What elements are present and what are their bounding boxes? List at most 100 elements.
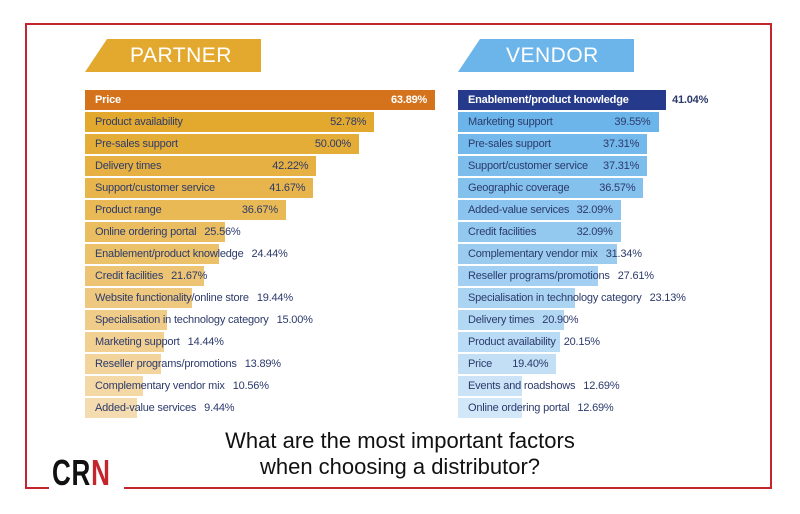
partner-bar-label: Price (95, 94, 121, 106)
vendor-banner-shape (458, 39, 634, 72)
partner-bar-value: 15.00% (276, 314, 313, 326)
partner-bar-value: 42.22% (272, 160, 309, 172)
partner-bar-label: Product availability (95, 116, 183, 128)
partner-bar-label: Support/customer service (95, 182, 215, 194)
vendor-bar (458, 376, 523, 396)
partner-bar-label: Product range (95, 204, 162, 216)
vendor-bar-label: Online ordering portal (468, 402, 570, 414)
vendor-bar (458, 134, 648, 154)
vendor-bar-label: Events and roadshows (468, 380, 576, 392)
vendor-bar-label: Support/customer service (468, 160, 588, 172)
vendor-bar (458, 398, 523, 418)
vendor-bar (458, 354, 557, 374)
vendor-bar-value: 20.15% (563, 336, 600, 348)
partner-banner-title: PARTNER (130, 44, 232, 67)
vendor-bar-value: 27.61% (617, 270, 654, 282)
partner-bar-label: Marketing support (95, 336, 180, 348)
vendor-bar-value: 31.34% (605, 248, 642, 260)
partner-bar (85, 266, 204, 286)
partner-bar (85, 112, 375, 132)
partner-bar-value: 24.44% (251, 248, 288, 260)
partner-bar (85, 90, 436, 110)
partner-bar (85, 200, 286, 220)
vendor-bar-value: 37.31% (603, 138, 640, 150)
partner-bar (85, 134, 359, 154)
partner-bar-label: Specialisation in technology category (95, 314, 269, 326)
partner-bar-label: Reseller programs/promotions (95, 358, 237, 370)
partner-bar (85, 156, 317, 176)
partner-bar-value: 19.44% (256, 292, 293, 304)
vendor-bar (458, 244, 617, 264)
vendor-bar-value: 12.69% (583, 380, 620, 392)
partner-bar-value: 14.44% (187, 336, 224, 348)
logo-letter-r: R (71, 452, 91, 493)
vendor-bar-label: Price (468, 358, 493, 370)
partner-bar-value: 41.67% (269, 182, 306, 194)
vendor-bar-value: 12.69% (577, 402, 614, 414)
vendor-banner: VENDOR (458, 39, 634, 72)
partner-bar-value: 9.44% (204, 402, 235, 414)
vendor-bar-label: Geographic coverage (468, 182, 570, 194)
partner-bar-value: 10.56% (232, 380, 269, 392)
vendor-bar-label: Credit facilities (468, 226, 537, 238)
vendor-bar-value: 20.90% (542, 314, 579, 326)
vendor-bar-label: Product availability (468, 336, 556, 348)
vendor-bar-value: 19.40% (512, 358, 549, 370)
partner-bar-value: 25.56% (204, 226, 241, 238)
crn-logo: CRN (49, 455, 124, 491)
vendor-bar-label: Specialisation in technology category (468, 292, 642, 304)
vendor-banner-title: VENDOR (506, 44, 599, 67)
vendor-bar-value: 36.57% (599, 182, 636, 194)
partner-banner: PARTNER (85, 39, 261, 72)
partner-bar (85, 398, 137, 418)
partner-bar-label: Pre-sales support (95, 138, 178, 150)
partner-bar-label: Delivery times (95, 160, 162, 172)
vendor-bar-value: 32.09% (576, 204, 613, 216)
vendor-bar-value: 41.04% (672, 94, 709, 106)
vendor-bar-value: 37.31% (603, 160, 640, 172)
partner-bar-label: Complementary vendor mix (95, 380, 225, 392)
partner-bar (85, 354, 162, 374)
partner-bar-label: Website functionality/online store (95, 292, 249, 304)
vendor-bar (458, 90, 667, 110)
partner-bar (85, 332, 165, 352)
vendor-bar (458, 112, 659, 132)
question-line-1: What are the most important factors (225, 428, 575, 453)
vendor-bar-label: Delivery times (468, 314, 535, 326)
partner-bar-value: 63.89% (391, 94, 428, 106)
vendor-bar (458, 332, 561, 352)
vendor-bar-value: 23.13% (649, 292, 686, 304)
vendor-bar-value: 39.55% (614, 116, 651, 128)
partner-bar-label: Enablement/product knowledge (95, 248, 244, 260)
page-frame (25, 23, 772, 489)
partner-bar (85, 222, 226, 242)
question-line-2: when choosing a distributor? (259, 454, 541, 479)
vendor-bar-label: Marketing support (468, 116, 553, 128)
vendor-bar-label: Pre-sales support (468, 138, 551, 150)
vendor-bar (458, 200, 621, 220)
partner-bar-value: 13.89% (244, 358, 281, 370)
vendor-bar-label: Complementary vendor mix (468, 248, 598, 260)
partner-bar-label: Credit facilities (95, 270, 164, 282)
vendor-bar (458, 222, 621, 242)
partner-bar-value: 21.67% (171, 270, 208, 282)
vendor-bar (458, 288, 576, 308)
vendor-bar (458, 178, 644, 198)
vendor-bar-label: Enablement/product knowledge (468, 94, 629, 106)
partner-bar (85, 178, 314, 198)
vendor-bar (458, 310, 564, 330)
partner-bar (85, 244, 219, 264)
vendor-bar-value: 32.09% (576, 226, 613, 238)
vendor-bar-label: Added-value services (468, 204, 570, 216)
vendor-bar (458, 266, 598, 286)
logo-letter-n: N (91, 452, 110, 493)
partner-bar (85, 376, 143, 396)
partner-bar (85, 288, 192, 308)
partner-banner-shape (85, 39, 261, 72)
partner-bar (85, 310, 168, 330)
partner-bar-label: Online ordering portal (95, 226, 197, 238)
vendor-bar (458, 156, 648, 176)
partner-bar-value: 36.67% (241, 204, 278, 216)
partner-bar-value: 50.00% (314, 138, 351, 150)
vendor-bar-label: Reseller programs/promotions (468, 270, 610, 282)
